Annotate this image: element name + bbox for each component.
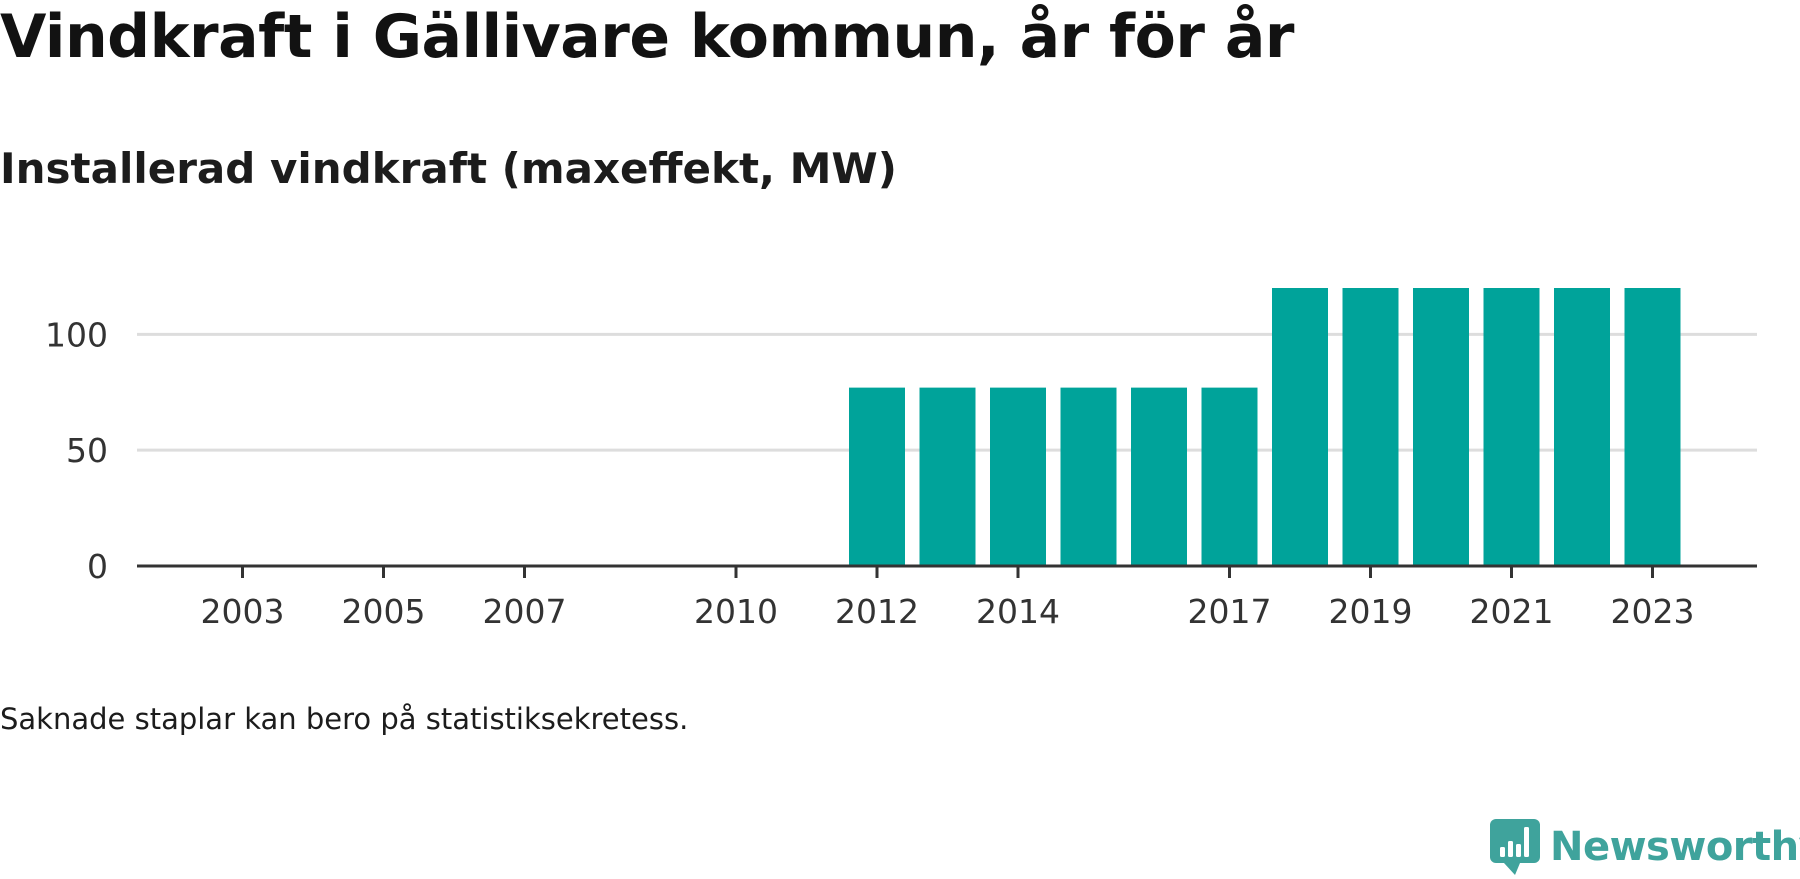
bar bbox=[919, 387, 976, 566]
bar bbox=[1131, 387, 1187, 566]
y-tick-label: 50 bbox=[66, 431, 108, 470]
brand-name: Newsworthy bbox=[1550, 824, 1800, 870]
x-tick-label: 2014 bbox=[976, 592, 1060, 631]
x-tick-label: 2010 bbox=[694, 592, 778, 631]
x-tick-label: 2021 bbox=[1470, 592, 1554, 631]
bar-chart: 0 50 100 2003 2005 2007 2010 2012 2014 2017 2019 20… bbox=[45, 288, 1757, 631]
chart-title: Vindkraft i Gällivare kommun, år för år bbox=[0, 2, 1294, 72]
x-tick-label: 2003 bbox=[201, 592, 285, 631]
bar bbox=[1554, 288, 1610, 566]
newsworthy-chat-bars-icon bbox=[1490, 819, 1540, 875]
bar bbox=[1272, 288, 1328, 566]
x-tick-label: 2007 bbox=[483, 592, 567, 631]
bar bbox=[990, 387, 1046, 566]
bars bbox=[849, 288, 1681, 566]
bar bbox=[849, 387, 905, 566]
bar bbox=[1413, 288, 1469, 566]
bar bbox=[1060, 387, 1117, 566]
bar bbox=[1483, 288, 1540, 566]
x-tick-label: 2023 bbox=[1611, 592, 1695, 631]
bar bbox=[1201, 387, 1258, 566]
bar bbox=[1342, 288, 1399, 566]
x-tick-label: 2005 bbox=[342, 592, 426, 631]
x-tick-label: 2019 bbox=[1329, 592, 1413, 631]
x-tick-label: 2017 bbox=[1188, 592, 1272, 631]
bar bbox=[1624, 288, 1681, 566]
axes: 0 50 100 2003 2005 2007 2010 2012 2014 2017 2019 20… bbox=[45, 315, 1757, 631]
y-tick-label: 0 bbox=[87, 547, 108, 586]
footnote: Saknade staplar kan bero på statistiksek… bbox=[0, 702, 689, 736]
chart-subtitle: Installerad vindkraft (maxeffekt, MW) bbox=[0, 144, 897, 193]
x-tick-label: 2012 bbox=[835, 592, 919, 631]
y-tick-label: 100 bbox=[45, 315, 108, 354]
newsworthy-logo: Newsworthy bbox=[1490, 819, 1800, 875]
